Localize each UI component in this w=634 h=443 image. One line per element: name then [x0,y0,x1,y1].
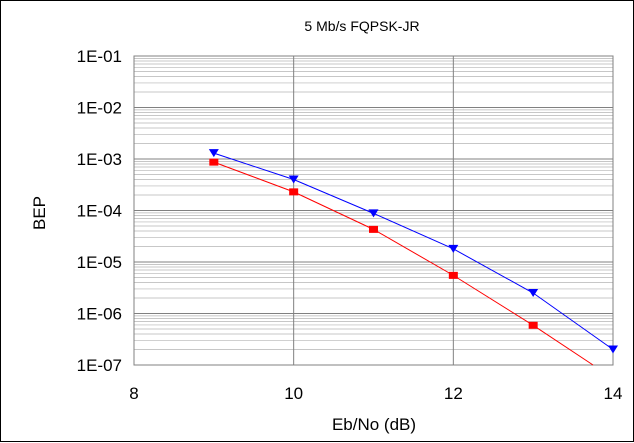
y-axis-label: BEP [30,196,49,230]
series-1-point [448,244,459,253]
chart-title: 5 Mb/s FQPSK-JR [304,18,419,34]
series-1-line [213,152,614,350]
grid [133,55,614,366]
x-tick-label: 10 [284,384,303,403]
y-tick-label: 1E-03 [77,150,122,169]
y-tick-label: 1E-07 [77,356,122,375]
series-1-point [528,289,539,298]
series-2-point [448,271,458,279]
series-layer [208,149,618,366]
series-1-point [288,175,299,184]
series-2-line [213,161,594,366]
series-1-point [608,345,618,354]
x-tick-label: 14 [604,384,623,403]
tick-labels: 1E-01 1E-02 1E-03 1E-04 1E-05 1E-06 1E-07 8 10 12… [77,47,623,403]
x-tick-label: 8 [129,384,138,403]
y-tick-label: 1E-04 [77,202,122,221]
y-tick-label: 1E-05 [77,253,122,272]
series-1-point [368,209,379,218]
y-tick-label: 1E-06 [77,305,122,324]
y-tick-label: 1E-01 [77,47,122,66]
series-2-point [528,321,538,329]
y-tick-label: 1E-02 [77,99,122,118]
series-2-point [369,225,378,233]
series-1-point [208,149,219,158]
x-tick-label: 12 [444,384,463,403]
series-2-point [289,188,299,196]
series-2-point [209,158,219,166]
x-axis-label: Eb/No (dB) [332,415,416,434]
plot-area-border [133,55,614,366]
